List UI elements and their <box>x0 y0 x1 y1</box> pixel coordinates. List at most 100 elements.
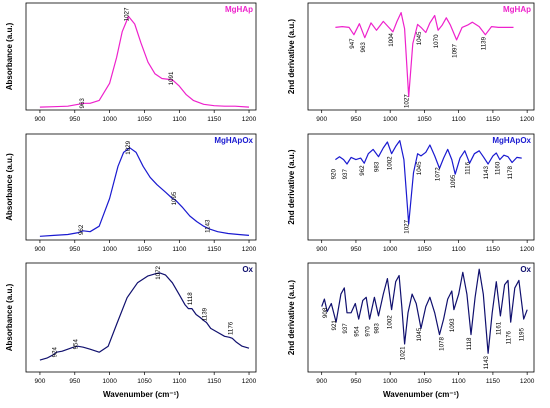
y-axis-label: 2nd derivative (a.u.) <box>287 280 296 355</box>
x-tick-label: 950 <box>69 246 80 253</box>
spectrum-line <box>335 12 514 98</box>
x-tick-label: 1050 <box>137 246 152 253</box>
peak-label: 983 <box>374 323 381 334</box>
x-tick-label: 1000 <box>102 378 117 385</box>
spectrum-path <box>39 15 250 108</box>
x-tick-label: 1100 <box>172 246 186 253</box>
x-tick-label: 900 <box>35 378 46 385</box>
peak-label: 1161 <box>495 321 502 335</box>
peak-label: 962 <box>78 224 85 235</box>
x-tick-label: 1150 <box>207 246 221 253</box>
peak-label: 1078 <box>439 337 446 351</box>
peak-label: 1072 <box>434 167 441 181</box>
peak-label: 1045 <box>416 161 423 175</box>
peak-label: 908 <box>322 307 329 318</box>
x-tick-label: 1050 <box>417 246 432 253</box>
plot-frame <box>25 2 257 111</box>
peak-label: 1143 <box>483 166 490 180</box>
peak-label: 1097 <box>452 44 459 58</box>
x-tick-label: 1100 <box>452 116 466 123</box>
peak-label: 1143 <box>204 219 211 233</box>
x-tick-label: 900 <box>35 116 46 123</box>
peak-label: 1093 <box>449 318 456 332</box>
peak-label: 1021 <box>400 346 407 360</box>
peak-label: 1118 <box>466 337 473 350</box>
y-axis-label: Absorbance (a.u.) <box>5 22 14 90</box>
x-axis-label: Wavenumber (cm⁻¹) <box>103 390 179 399</box>
peak-label: 1118 <box>187 292 194 305</box>
x-tick-label: 1050 <box>137 378 152 385</box>
peak-label: 1002 <box>387 156 394 170</box>
y-axis-label: 2nd derivative (a.u.) <box>287 149 296 224</box>
peak-label: 1029 <box>125 140 132 154</box>
peak-label: 1072 <box>155 265 162 279</box>
peak-label: 1095 <box>450 174 457 188</box>
spectrum-line <box>39 272 250 361</box>
x-tick-label: 1200 <box>242 116 257 123</box>
x-tick-label: 1000 <box>102 116 117 123</box>
spectrum-path <box>39 147 250 237</box>
y-axis-label: Absorbance (a.u.) <box>5 283 14 351</box>
x-tick-label: 950 <box>351 116 362 123</box>
x-tick-label: 900 <box>316 246 327 253</box>
x-tick-label: 950 <box>69 116 80 123</box>
x-tick-label: 1150 <box>207 378 221 385</box>
peak-label: 1027 <box>123 7 130 21</box>
peak-labels: 924 954 1072 1118 1139 1176 <box>52 265 235 357</box>
x-ticks: 900 950 1000 1050 1100 1150 1200 <box>35 110 257 123</box>
spectrum-line <box>39 147 250 237</box>
peak-label: 1139 <box>480 36 487 50</box>
x-tick-label: 950 <box>351 378 362 385</box>
peak-label: 1004 <box>388 32 395 46</box>
panel-mghapox-derivative: MgHApOx 2nd derivative (a.u.) 900 950 1000… <box>287 133 535 253</box>
x-tick-label: 1000 <box>383 378 398 385</box>
x-tick-label: 900 <box>316 116 327 123</box>
plot-frame <box>307 2 535 111</box>
x-tick-label: 1100 <box>172 116 186 123</box>
x-tick-label: 950 <box>69 378 80 385</box>
peak-label: 1176 <box>227 321 234 335</box>
panel-title: Ox <box>520 265 531 274</box>
spectrum-path <box>335 140 522 225</box>
y-axis-label-text: 2nd derivative (a.u.) <box>287 19 296 94</box>
x-axis-label: Wavenumber (cm⁻¹) <box>383 390 459 399</box>
panel-title: MgHApOx <box>492 136 531 145</box>
x-tick-label: 1200 <box>520 378 535 385</box>
peak-label: 970 <box>365 326 372 337</box>
x-ticks: 900 950 1000 1050 1100 1150 1200 <box>35 372 257 385</box>
panel-mghap-absorbance: MgHAp Absorbance (a.u.) 900 950 1000 1050 11… <box>5 2 257 123</box>
panel-mghapox-absorbance: MgHApOx Absorbance (a.u.) 900 950 1000 1050… <box>5 133 257 253</box>
x-tick-label: 1100 <box>452 378 466 385</box>
peak-label: 1002 <box>387 315 394 329</box>
peak-label: 937 <box>342 323 349 334</box>
peak-label: 1160 <box>495 161 502 175</box>
plot-frame <box>307 262 535 373</box>
x-ticks: 900 950 1000 1050 1100 1150 1200 <box>316 110 535 123</box>
y-axis-label: 2nd derivative (a.u.) <box>287 19 296 94</box>
x-tick-label: 1000 <box>383 116 398 123</box>
x-ticks: 900 950 1000 1050 1100 1150 1200 <box>316 240 535 253</box>
peak-labels: 963 1027 1091 <box>79 7 175 108</box>
spectrum-line <box>335 140 522 225</box>
y-axis-label: Absorbance (a.u.) <box>5 153 14 221</box>
x-tick-label: 900 <box>35 246 46 253</box>
peak-label: 1095 <box>171 191 178 205</box>
peak-label: 963 <box>360 42 367 53</box>
peak-label: 920 <box>330 168 337 179</box>
peak-label: 947 <box>349 38 356 49</box>
x-ticks: 900 950 1000 1050 1100 1150 1200 <box>316 372 535 385</box>
peak-labels: 947 963 1004 1027 1045 1070 1097 1139 <box>349 31 487 108</box>
y-axis-label-text: 2nd derivative (a.u.) <box>287 149 296 224</box>
x-tick-label: 1100 <box>452 246 466 253</box>
x-tick-label: 1200 <box>242 246 257 253</box>
peak-label: 1143 <box>483 355 490 369</box>
x-tick-label: 1150 <box>486 116 500 123</box>
peak-label: 1070 <box>433 34 440 48</box>
x-tick-label: 1200 <box>520 246 535 253</box>
peak-label: 1139 <box>202 307 209 321</box>
x-ticks: 900 950 1000 1050 1100 1150 1200 <box>35 240 257 253</box>
peak-label: 1027 <box>404 94 411 108</box>
peak-label: 1091 <box>168 71 175 85</box>
